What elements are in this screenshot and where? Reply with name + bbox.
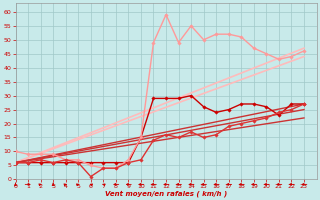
X-axis label: Vent moyen/en rafales ( km/h ): Vent moyen/en rafales ( km/h ) <box>105 190 227 197</box>
